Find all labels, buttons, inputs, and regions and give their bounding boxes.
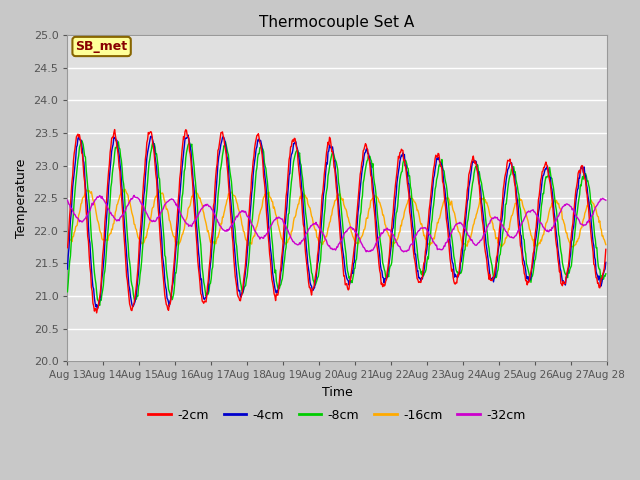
-8cm (63, 289, 71, 295)
-8cm (602, 271, 610, 276)
-2cm (93, 310, 100, 316)
-16cm (404, 201, 412, 206)
-32cm (74, 215, 81, 221)
Text: SB_met: SB_met (76, 40, 127, 53)
-32cm (184, 221, 192, 227)
-16cm (63, 234, 71, 240)
-32cm (212, 216, 220, 222)
Line: -32cm: -32cm (67, 195, 606, 252)
-32cm (129, 196, 136, 202)
-4cm (213, 171, 221, 177)
-4cm (419, 271, 427, 277)
-2cm (602, 246, 610, 252)
Line: -4cm: -4cm (67, 135, 606, 309)
-16cm (388, 244, 396, 250)
-2cm (111, 127, 118, 132)
-8cm (96, 302, 104, 308)
-4cm (602, 260, 610, 265)
-8cm (78, 138, 86, 144)
-32cm (419, 225, 427, 230)
Title: Thermocouple Set A: Thermocouple Set A (259, 15, 415, 30)
-16cm (184, 206, 192, 212)
-16cm (419, 228, 427, 234)
X-axis label: Time: Time (322, 386, 353, 399)
-32cm (63, 197, 71, 203)
-4cm (184, 132, 192, 138)
-16cm (212, 237, 220, 243)
-8cm (419, 273, 427, 279)
-16cm (74, 222, 81, 228)
-4cm (93, 306, 101, 312)
-8cm (404, 165, 412, 171)
Line: -8cm: -8cm (67, 141, 606, 305)
-2cm (131, 300, 138, 306)
-4cm (404, 169, 412, 175)
Line: -2cm: -2cm (67, 130, 606, 313)
-4cm (185, 136, 193, 142)
-32cm (131, 192, 138, 198)
-32cm (602, 197, 610, 203)
-4cm (63, 266, 71, 272)
-2cm (419, 266, 427, 272)
-32cm (404, 247, 412, 253)
-8cm (185, 141, 193, 146)
-8cm (213, 207, 221, 213)
-4cm (74, 143, 81, 148)
-2cm (404, 180, 412, 186)
Line: -16cm: -16cm (67, 189, 606, 247)
-2cm (63, 245, 71, 251)
-16cm (602, 242, 610, 248)
-16cm (129, 215, 137, 221)
-2cm (185, 135, 193, 141)
-8cm (74, 165, 81, 170)
-4cm (129, 303, 137, 309)
-2cm (213, 160, 221, 166)
Y-axis label: Temperature: Temperature (15, 158, 28, 238)
-2cm (74, 132, 81, 138)
-8cm (131, 296, 138, 301)
-32cm (400, 249, 408, 255)
-16cm (121, 186, 129, 192)
Legend: -2cm, -4cm, -8cm, -16cm, -32cm: -2cm, -4cm, -8cm, -16cm, -32cm (143, 404, 531, 427)
